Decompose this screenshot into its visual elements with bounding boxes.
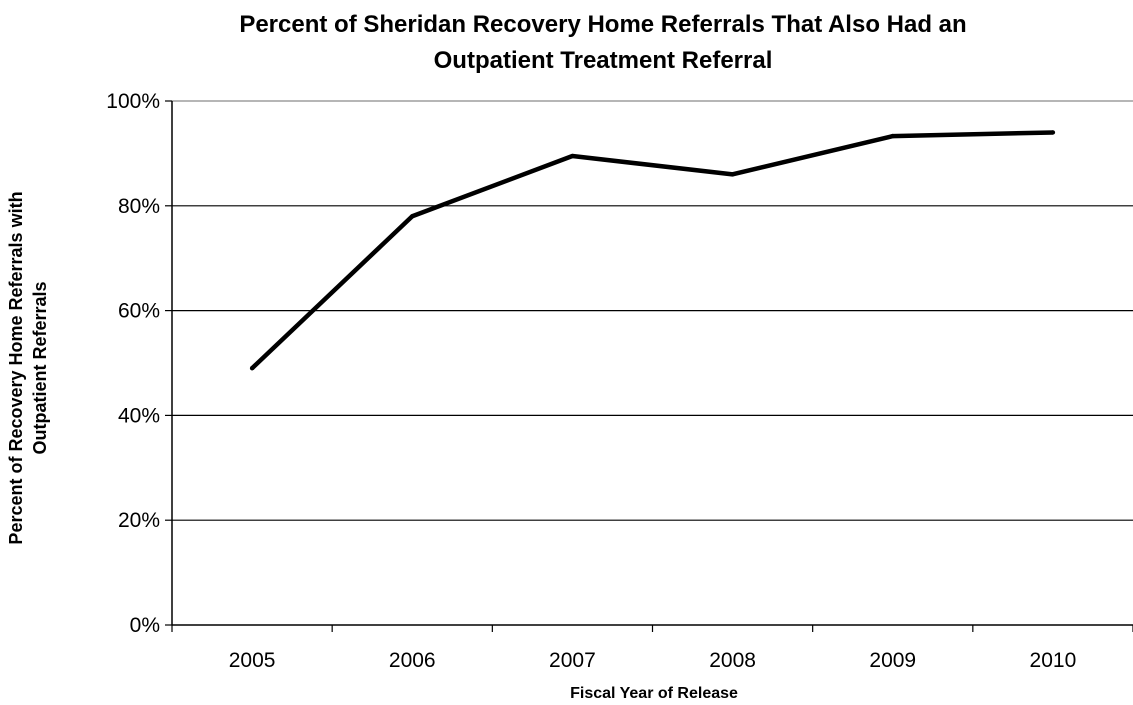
series-line (250, 130, 1053, 370)
data-point (890, 133, 895, 139)
x-tick-label: 2006 (389, 649, 436, 672)
data-point (570, 153, 575, 159)
y-tick-label: 0% (130, 614, 160, 637)
y-tick-label: 60% (118, 300, 160, 323)
data-point (410, 214, 415, 219)
x-tick-label: 2009 (869, 649, 916, 672)
series-layer (249, 130, 1056, 371)
y-tick-label: 100% (106, 90, 160, 113)
chart-title-line-1: Percent of Sheridan Recovery Home Referr… (239, 11, 966, 38)
chart-title-line-2: Outpatient Treatment Referral (434, 47, 773, 74)
x-tick-label: 2010 (1030, 649, 1077, 672)
data-point (1050, 130, 1056, 135)
data-point (730, 172, 735, 177)
y-axis-title-line-2: Outpatient Referrals (30, 281, 50, 454)
x-tick-label: 2005 (229, 649, 276, 672)
y-tick-label: 40% (118, 404, 160, 427)
y-tick-label: 20% (118, 509, 160, 532)
y-axis-title-line-1: Percent of Recovery Home Referrals with (6, 191, 26, 544)
data-point (249, 366, 255, 371)
gridlines (172, 100, 1133, 521)
x-tick-label: 2007 (549, 649, 596, 672)
y-axis-ticks: 0% 20% 40% 60% 80% 100% (106, 90, 172, 637)
x-tick-label: 2008 (709, 649, 756, 672)
y-tick-label: 80% (118, 195, 160, 218)
x-axis-ticks: 2005 2006 2007 2008 2009 2010 (171, 625, 1133, 672)
axes (171, 101, 1133, 626)
x-axis-title: Fiscal Year of Release (570, 685, 738, 702)
